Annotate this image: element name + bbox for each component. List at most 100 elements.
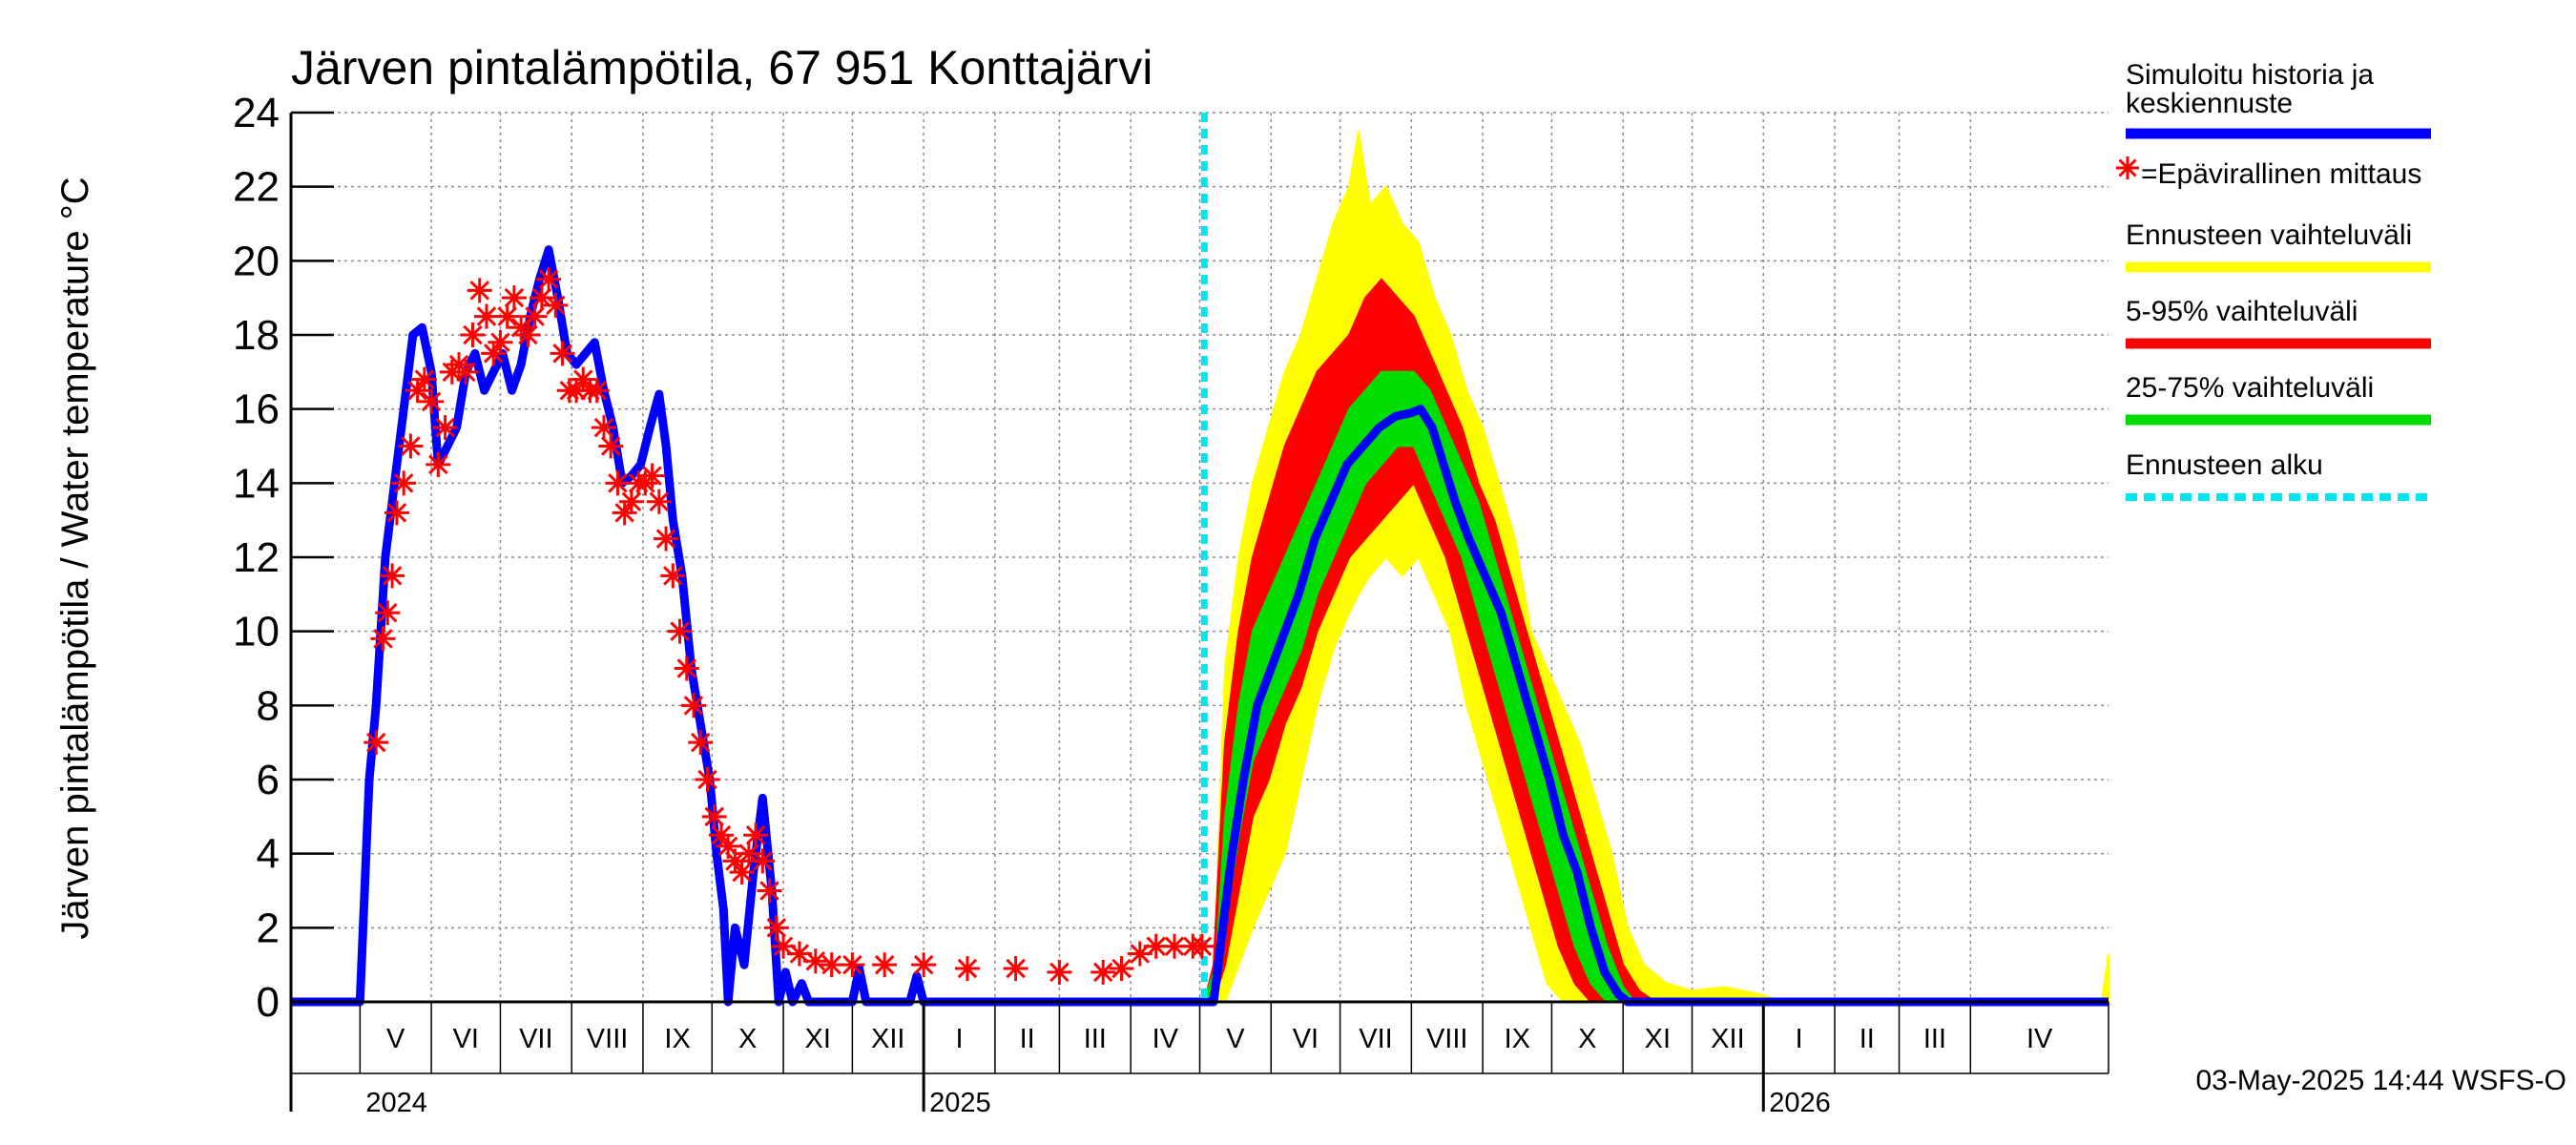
month-label: I xyxy=(1796,1024,1803,1054)
band-ennusteen-vaihteluv-li xyxy=(1202,131,2109,1003)
measurement-point xyxy=(911,952,937,978)
star-stroke xyxy=(655,529,676,549)
measurement-point xyxy=(667,618,693,644)
star-stroke xyxy=(738,843,759,864)
y-tick-label: 24 xyxy=(233,90,280,136)
measurement-point xyxy=(1143,933,1169,959)
star-stroke xyxy=(456,362,476,383)
measurement-point xyxy=(1189,933,1215,959)
measurement-point xyxy=(660,563,686,589)
y-tick-label: 6 xyxy=(257,757,280,803)
measurement-point xyxy=(473,303,499,329)
measurement-point xyxy=(750,848,776,874)
measurement-point xyxy=(598,433,624,459)
star-stroke xyxy=(759,881,779,901)
y-tick-label: 12 xyxy=(233,534,280,581)
y-tick-label: 20 xyxy=(233,238,280,284)
star-stroke xyxy=(608,473,628,493)
legend-label: keskiennuste xyxy=(2126,88,2293,119)
star-stroke xyxy=(1111,958,1132,979)
star-stroke xyxy=(421,391,442,412)
measurement-point xyxy=(411,366,437,392)
month-label: V xyxy=(1226,1024,1245,1054)
legend-item: Ennusteen vaihteluväli xyxy=(2126,219,2431,273)
star-stroke xyxy=(663,566,683,586)
star-stroke xyxy=(773,936,794,957)
y-tick-label: 14 xyxy=(233,460,280,507)
y-axis-label: Järven pintalämpötila / Water temperatur… xyxy=(54,177,96,939)
legend-label: Ennusteen alku xyxy=(2126,449,2323,481)
measurement-point xyxy=(550,341,575,366)
year-label: 2024 xyxy=(365,1088,427,1118)
month-label: III xyxy=(1084,1024,1107,1054)
star-stroke xyxy=(414,369,435,389)
month-label: VI xyxy=(1293,1024,1319,1054)
star-stroke xyxy=(766,918,787,938)
grid-layer xyxy=(291,112,2109,1002)
measurement-point xyxy=(639,463,665,489)
measurement-point xyxy=(757,878,782,904)
star-stroke xyxy=(789,944,810,964)
measurement-point xyxy=(501,285,527,311)
measurement-point xyxy=(398,433,424,459)
star-stroke xyxy=(874,954,895,975)
measurement-point xyxy=(432,415,458,441)
measurement-point xyxy=(515,323,541,347)
star-stroke xyxy=(552,344,572,364)
star-stroke xyxy=(717,836,738,857)
star-stroke xyxy=(538,269,559,290)
measurement-point xyxy=(494,303,520,329)
forecast-bands xyxy=(1202,131,2109,1003)
star-stroke xyxy=(711,824,732,845)
star-stroke xyxy=(621,491,642,512)
star-stroke xyxy=(1130,944,1151,964)
y-tick-label: 4 xyxy=(257,831,280,878)
measurement-point xyxy=(695,767,720,792)
measurement-point xyxy=(536,266,562,292)
star-stroke xyxy=(386,503,407,523)
star-stroke xyxy=(378,602,398,623)
legend-item: =Epävirallinen mittaus xyxy=(2116,156,2421,190)
month-label: VIII xyxy=(587,1024,629,1054)
chart-title: Järven pintalämpötila, 67 951 Konttajärv… xyxy=(291,41,1153,94)
measurement-point xyxy=(488,329,513,355)
legend-label: Ennusteen vaihteluväli xyxy=(2126,219,2412,251)
month-label: II xyxy=(1020,1024,1035,1054)
legend-label: Simuloitu historia ja xyxy=(2126,59,2374,91)
legend-label: 25-75% vaihteluväli xyxy=(2126,372,2374,404)
star-stroke xyxy=(1192,936,1213,957)
month-label: X xyxy=(738,1024,757,1054)
star-stroke xyxy=(697,769,717,790)
star-stroke xyxy=(704,806,724,827)
star-stroke xyxy=(393,473,414,493)
measurement-point xyxy=(654,526,679,552)
y-tick-label: 8 xyxy=(257,682,280,729)
star-stroke xyxy=(725,851,745,871)
star-stroke xyxy=(531,287,552,308)
measurement-point xyxy=(954,956,980,982)
legend-label: 5-95% vaihteluväli xyxy=(2126,296,2358,327)
measurement-point xyxy=(364,730,389,756)
star-stroke xyxy=(676,658,697,678)
measurement-point xyxy=(736,841,761,866)
star-stroke xyxy=(1164,936,1185,957)
measurement-point xyxy=(370,626,396,652)
month-label: VI xyxy=(453,1024,479,1054)
star-stroke xyxy=(913,954,934,975)
star-stroke xyxy=(670,621,690,641)
star-stroke xyxy=(842,954,862,975)
measurement-point xyxy=(646,489,672,514)
y-tick-label: 0 xyxy=(257,979,280,1026)
measurement-point xyxy=(522,303,548,329)
star-stroke xyxy=(745,824,766,845)
star-stroke xyxy=(821,954,841,975)
measurement-point xyxy=(605,470,631,496)
measurement-point xyxy=(618,489,644,514)
star-stroke xyxy=(1146,936,1166,957)
measurement-point xyxy=(591,415,616,441)
measurement-point xyxy=(763,915,789,941)
y-tick-label: 2 xyxy=(257,905,280,951)
star-stroke xyxy=(957,958,978,979)
